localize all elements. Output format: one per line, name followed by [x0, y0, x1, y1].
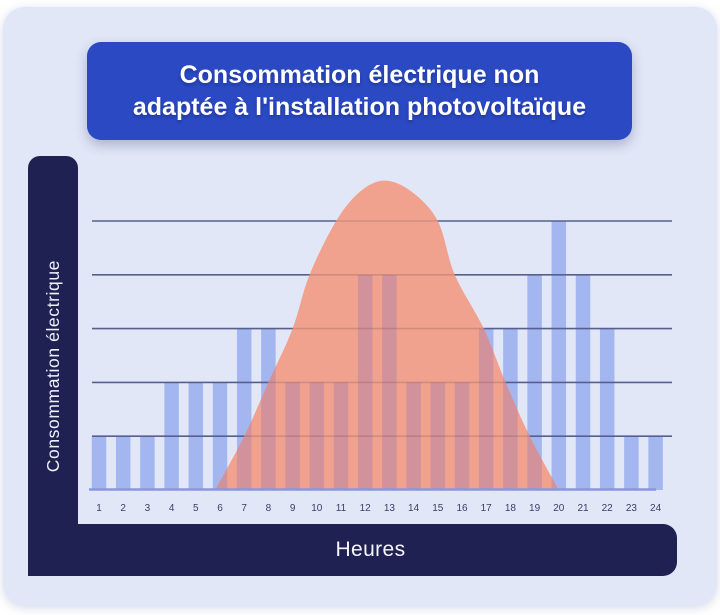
x-tick-label: 10 — [311, 503, 323, 514]
x-tick-label: 17 — [481, 503, 493, 514]
x-tick-label: 14 — [408, 503, 420, 514]
y-axis-label: Consommation électrique — [42, 259, 63, 473]
x-tick-label: 7 — [241, 503, 247, 514]
x-tick-label: 23 — [626, 503, 638, 514]
x-tick-label: 21 — [577, 503, 589, 514]
x-tick-label: 4 — [169, 503, 175, 514]
y-axis-label-bar: Consommation électrique — [28, 156, 78, 576]
x-tick-label: 13 — [384, 503, 396, 514]
x-tick-label: 15 — [432, 503, 444, 514]
x-tick-label: 19 — [529, 503, 541, 514]
x-tick-label: 12 — [360, 503, 372, 514]
x-tick-label: 6 — [217, 503, 223, 514]
x-tick-label: 24 — [650, 503, 662, 514]
x-tick-label: 1 — [96, 503, 102, 514]
x-tick-labels: 1 2 3 4 5 6 7 8 9 10 11 12 13 14 15 16 17 18 19 20 21 22 23 24 — [96, 503, 661, 514]
x-tick-label: 3 — [145, 503, 151, 514]
gridlines-over-curve — [215, 220, 559, 438]
x-tick-label: 18 — [505, 503, 517, 514]
x-axis-label-bar: Heures — [64, 524, 677, 576]
chart-title-line-1: Consommation électrique non — [179, 61, 540, 89]
x-axis-label: Heures — [335, 538, 406, 561]
x-tick-label: 22 — [602, 503, 614, 514]
x-tick-label: 11 — [336, 503, 347, 514]
x-tick-label: 5 — [193, 503, 199, 514]
x-tick-label: 2 — [120, 503, 126, 514]
chart-title-line-2: adaptée à l'installation photovoltaïque — [132, 93, 587, 121]
x-tick-label: 8 — [266, 503, 272, 514]
x-tick-label: 9 — [290, 503, 296, 514]
chart-title-banner: Consommation électrique non adaptée à l'… — [87, 42, 632, 140]
x-tick-label: 16 — [456, 503, 468, 514]
x-tick-label: 20 — [553, 503, 565, 514]
